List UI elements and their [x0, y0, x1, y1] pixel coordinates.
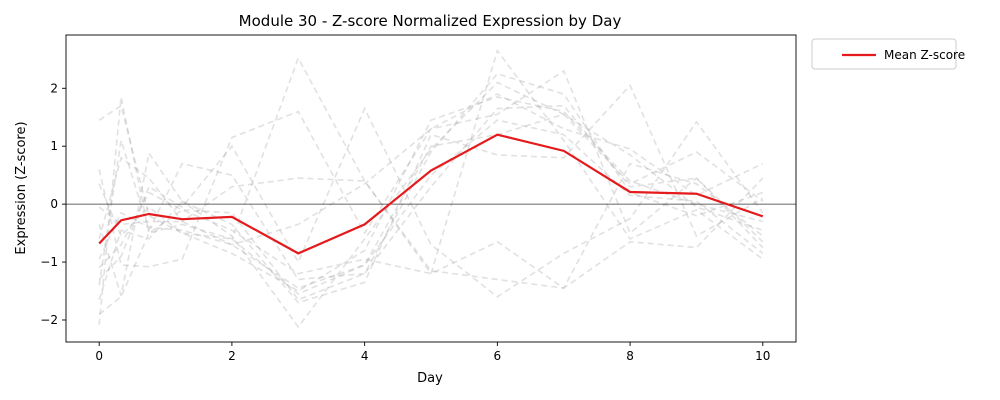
y-tick-label: 0	[50, 197, 58, 211]
background-line-0	[98, 48, 764, 325]
x-tick-label: 10	[755, 349, 770, 363]
x-tick-label: 8	[626, 349, 634, 363]
background-line-2	[98, 72, 764, 286]
plot-area: 0 2 4 6 8 10 −2 −1 0 1 2	[40, 34, 797, 363]
y-axis-label: Expression (Z-score)	[14, 121, 29, 254]
legend-box	[811, 38, 957, 70]
x-axis-label: Day	[417, 371, 443, 386]
x-tick-label: 6	[494, 349, 502, 363]
background-line-9	[98, 177, 764, 315]
chart-title: Module 30 - Z-score Normalized Expressio…	[239, 12, 622, 30]
y-tick-label: −2	[40, 313, 58, 327]
background-line-11	[98, 104, 764, 301]
background-line-3	[98, 69, 764, 268]
background-line-12	[98, 119, 764, 290]
y-tick-label: 2	[50, 81, 58, 95]
plot-frame	[65, 34, 797, 343]
y-tick-label: −1	[40, 255, 58, 269]
mean-line	[98, 133, 764, 255]
legend: Mean Z-score	[811, 38, 965, 70]
y-tick-label: 1	[50, 139, 58, 153]
x-tick-label: 4	[361, 349, 369, 363]
background-line-7	[98, 93, 764, 246]
x-tick-label: 0	[95, 349, 103, 363]
legend-label: Mean Z-score	[884, 48, 965, 62]
background-line-8	[98, 156, 764, 289]
x-tick-label: 2	[228, 349, 236, 363]
background-line-6	[98, 81, 764, 329]
background-line-4	[98, 106, 764, 298]
background-line-5	[98, 83, 764, 304]
background-line-1	[98, 96, 764, 292]
